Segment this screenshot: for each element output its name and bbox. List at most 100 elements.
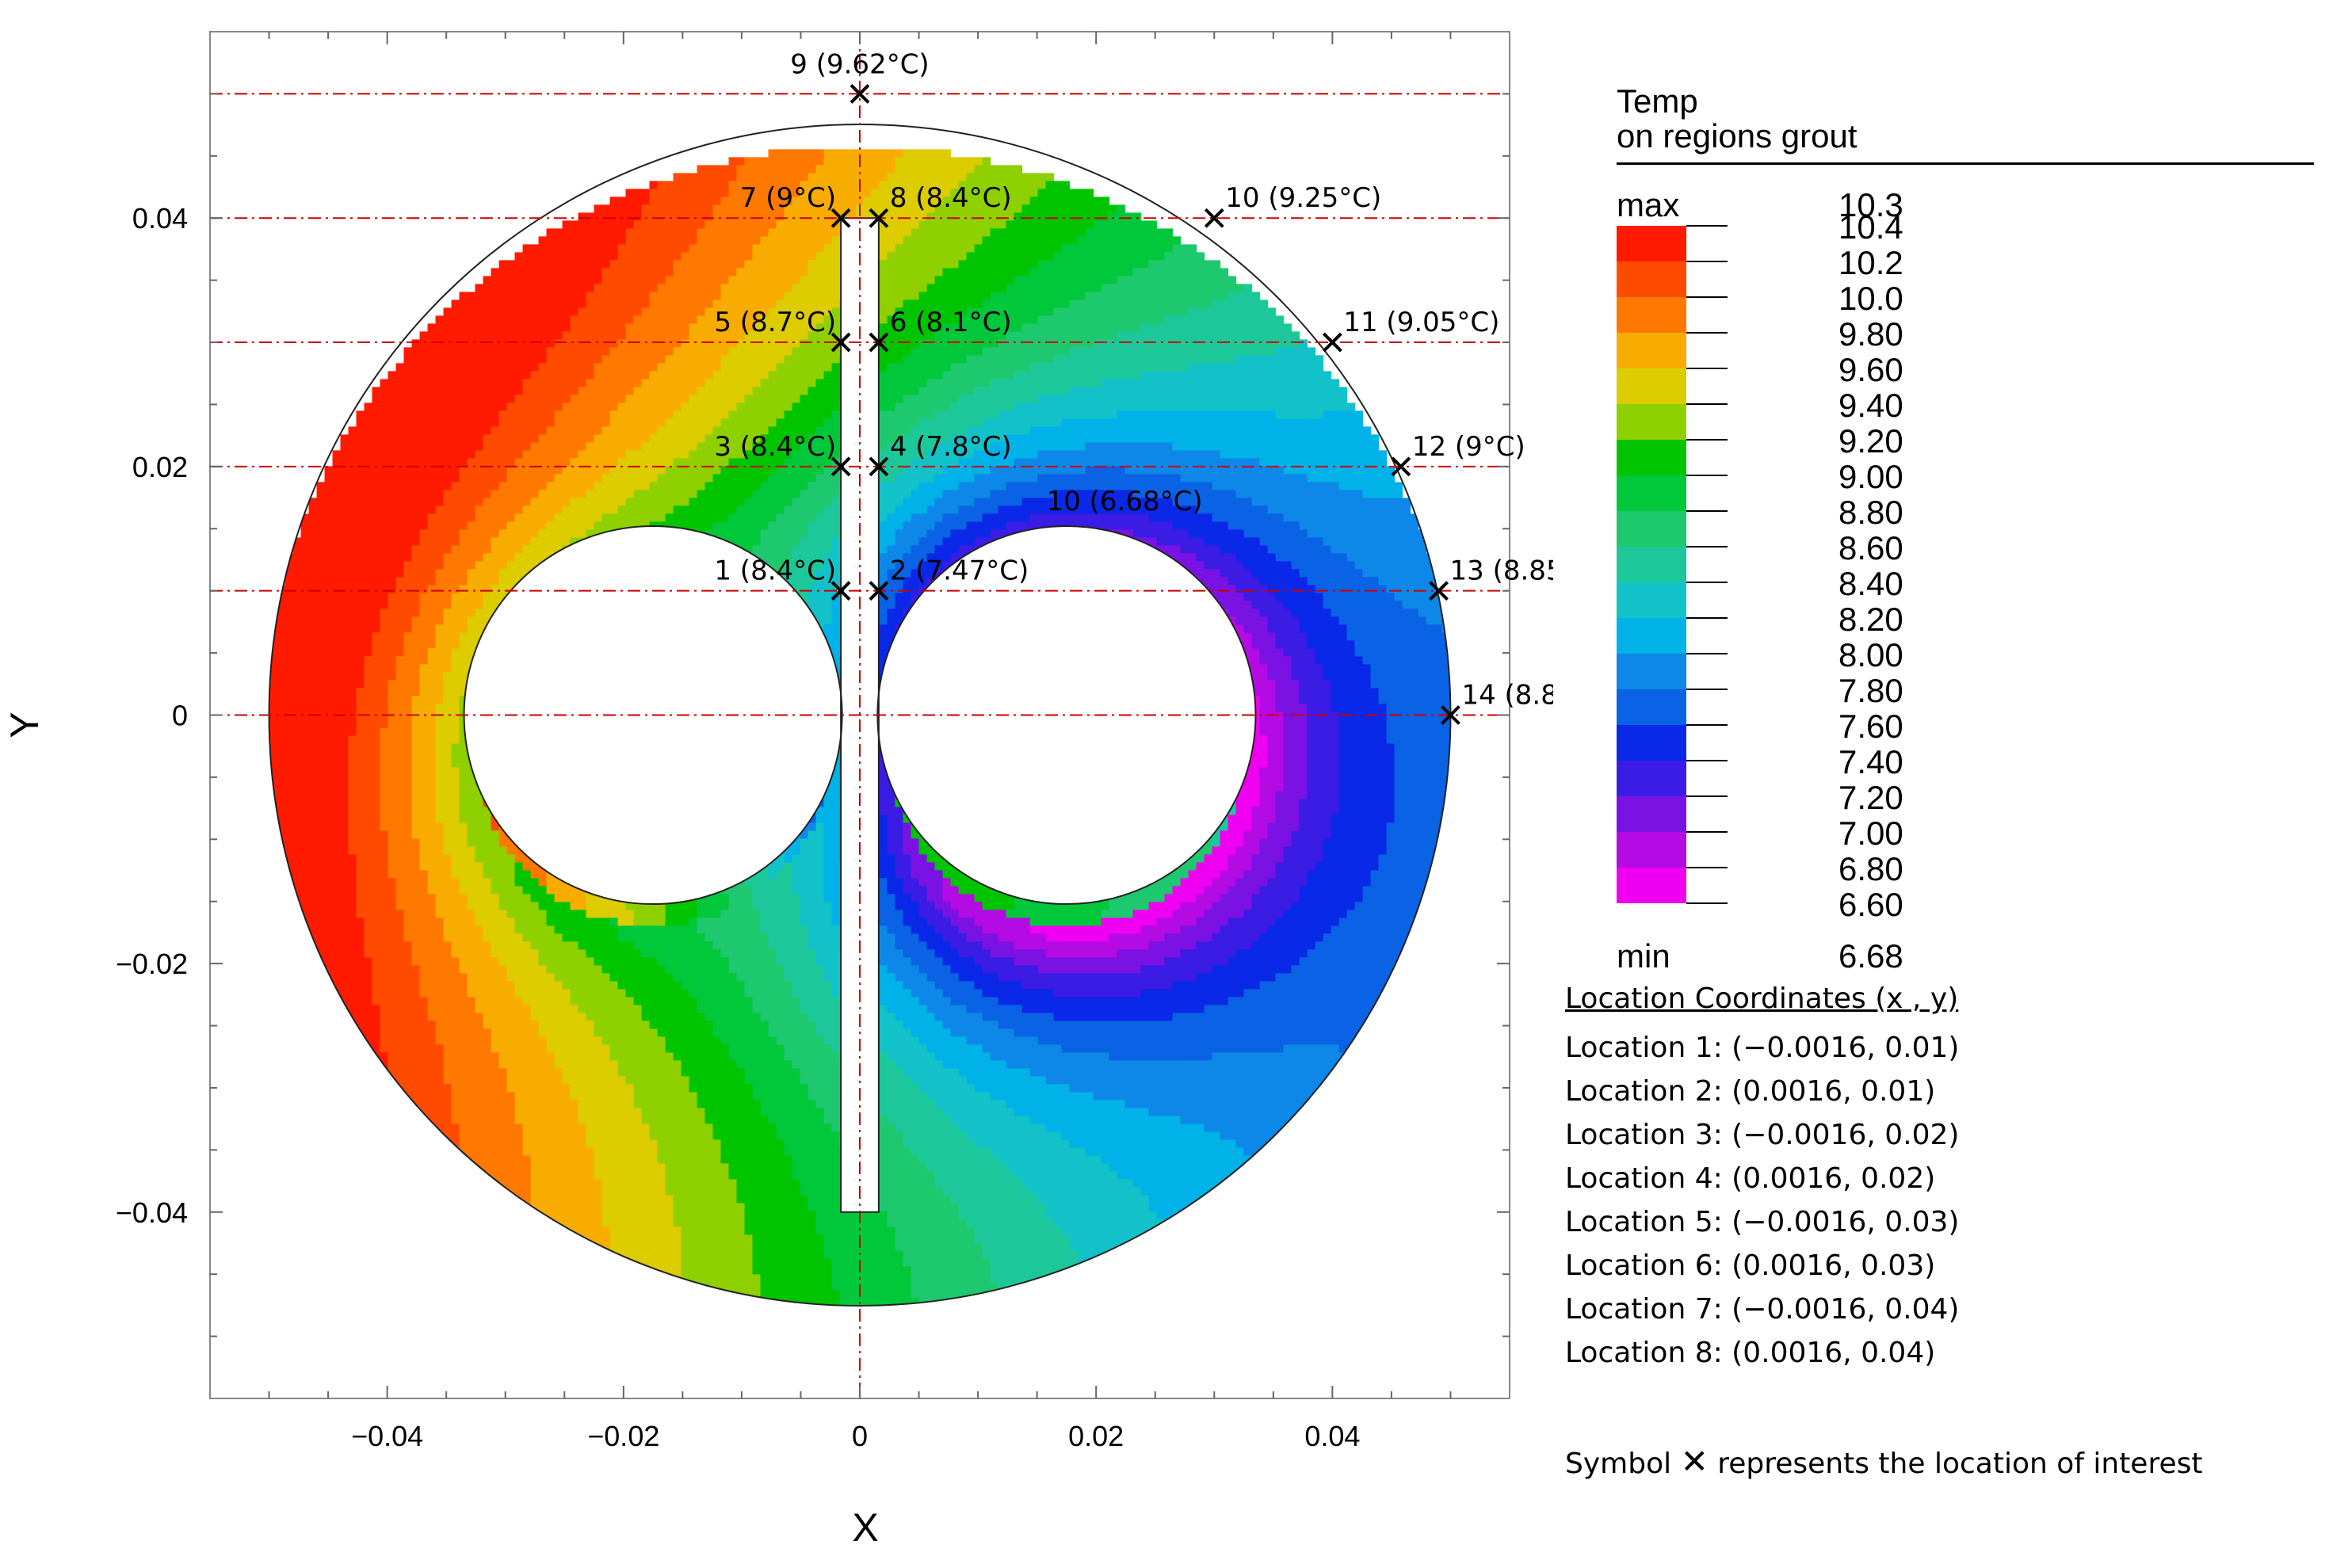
field-cell xyxy=(380,482,389,491)
field-cell xyxy=(815,387,825,396)
field-cell xyxy=(982,505,991,515)
field-cell xyxy=(411,355,421,364)
field-cell xyxy=(1053,268,1063,277)
field-cell xyxy=(1156,292,1166,301)
field-cell xyxy=(823,181,833,190)
field-cell xyxy=(1235,410,1245,420)
field-cell xyxy=(1069,315,1079,325)
field-cell xyxy=(1235,521,1245,531)
field-cell xyxy=(1006,434,1015,444)
field-cell xyxy=(1069,410,1079,420)
field-cell xyxy=(990,371,999,380)
field-cell xyxy=(752,458,762,467)
field-cell xyxy=(776,521,785,531)
field-cell xyxy=(514,315,524,325)
field-cell xyxy=(1299,371,1308,380)
field-cell xyxy=(823,363,833,372)
field-cell xyxy=(411,482,421,491)
field-cell xyxy=(1045,521,1055,531)
field-cell xyxy=(1220,299,1229,309)
field-cell xyxy=(1021,371,1031,380)
field-cell xyxy=(966,299,976,309)
field-cell xyxy=(491,371,500,380)
field-cell xyxy=(388,529,397,539)
field-cell xyxy=(483,315,492,325)
field-cell xyxy=(768,402,777,412)
field-cell xyxy=(673,482,682,491)
field-cell xyxy=(697,379,706,388)
field-cell xyxy=(530,244,540,254)
field-cell xyxy=(1109,236,1118,246)
field-cell xyxy=(1156,323,1166,333)
field-cell xyxy=(800,490,809,499)
field-cell xyxy=(918,252,928,261)
field-cell xyxy=(697,521,706,531)
field-cell xyxy=(1156,474,1166,483)
field-cell xyxy=(689,450,698,460)
field-cell xyxy=(823,426,833,436)
field-cell xyxy=(990,521,999,531)
field-cell xyxy=(617,276,627,285)
field-cell xyxy=(1053,292,1063,301)
field-cell xyxy=(609,371,619,380)
field-cell xyxy=(498,395,508,404)
field-cell xyxy=(895,236,904,246)
field-cell xyxy=(720,189,730,198)
field-cell xyxy=(554,244,563,254)
field-cell xyxy=(689,236,698,246)
field-cell xyxy=(863,521,872,531)
field-cell xyxy=(1148,236,1158,246)
field-cell xyxy=(760,165,769,174)
field-cell xyxy=(974,189,983,198)
field-cell xyxy=(1235,292,1245,301)
field-cell xyxy=(720,355,730,364)
field-cell xyxy=(926,236,936,246)
field-cell xyxy=(752,220,762,230)
field-cell xyxy=(1140,252,1150,261)
field-cell xyxy=(1037,387,1047,396)
field-cell xyxy=(776,292,785,301)
field-cell xyxy=(1037,228,1047,238)
field-cell xyxy=(926,498,936,507)
field-cell xyxy=(1227,315,1237,325)
field-cell xyxy=(887,450,896,460)
field-cell xyxy=(903,165,912,174)
field-cell xyxy=(673,379,682,388)
field-cell xyxy=(657,458,666,467)
field-cell xyxy=(1124,442,1134,452)
field-cell xyxy=(388,490,397,499)
field-cell xyxy=(451,339,460,349)
field-cell xyxy=(792,482,801,491)
field-cell xyxy=(744,466,754,475)
field-cell xyxy=(982,371,991,380)
field-cell xyxy=(704,204,714,214)
field-cell xyxy=(823,292,833,301)
field-cell xyxy=(1117,355,1126,364)
field-cell xyxy=(506,299,516,309)
field-cell xyxy=(887,244,896,254)
field-cell xyxy=(1227,339,1237,349)
field-cell xyxy=(1077,307,1086,317)
field-cell xyxy=(1053,482,1063,491)
field-cell xyxy=(514,252,524,261)
field-cell xyxy=(1164,426,1174,436)
field-cell xyxy=(665,284,674,293)
field-cell xyxy=(1037,212,1047,222)
field-cell xyxy=(736,181,746,190)
field-cell xyxy=(998,466,1007,475)
field-cell xyxy=(784,339,793,349)
field-cell xyxy=(1235,458,1245,467)
field-cell xyxy=(1196,252,1205,261)
field-cell xyxy=(990,236,999,246)
field-cell xyxy=(839,157,849,166)
field-cell xyxy=(1188,323,1197,333)
field-cell xyxy=(1124,252,1134,261)
field-cell xyxy=(1204,513,1213,523)
field-cell xyxy=(1259,410,1269,420)
field-cell xyxy=(601,434,611,444)
field-cell xyxy=(982,307,991,317)
field-cell xyxy=(546,490,556,499)
field-cell xyxy=(1124,434,1134,444)
field-cell xyxy=(697,418,706,428)
field-cell xyxy=(1021,228,1031,238)
